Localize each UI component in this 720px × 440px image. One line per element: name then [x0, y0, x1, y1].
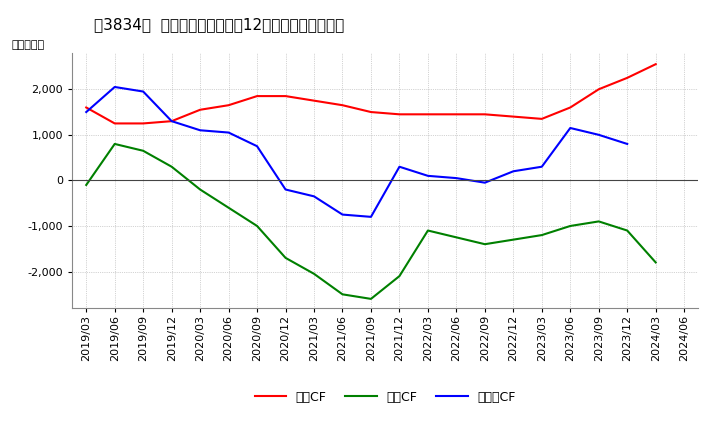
- 営業CF: [366, 110, 375, 115]
- 投資CF: [82, 182, 91, 187]
- 営業CF: [310, 98, 318, 103]
- 営業CF: [82, 105, 91, 110]
- 営業CF: [338, 103, 347, 108]
- 投資CF: [623, 228, 631, 233]
- 営業CF: [282, 93, 290, 99]
- 投資CF: [366, 296, 375, 301]
- Text: ［3834］  キャッシュフローの12か月移動合計の推移: ［3834］ キャッシュフローの12か月移動合計の推移: [94, 18, 344, 33]
- 営業CF: [595, 87, 603, 92]
- フリーCF: [537, 164, 546, 169]
- 投資CF: [196, 187, 204, 192]
- 営業CF: [110, 121, 119, 126]
- 営業CF: [139, 121, 148, 126]
- 投資CF: [253, 224, 261, 229]
- フリーCF: [595, 132, 603, 137]
- フリーCF: [338, 212, 347, 217]
- フリーCF: [310, 194, 318, 199]
- フリーCF: [110, 84, 119, 90]
- フリーCF: [623, 141, 631, 147]
- 営業CF: [566, 105, 575, 110]
- 投資CF: [537, 232, 546, 238]
- 営業CF: [253, 93, 261, 99]
- 投資CF: [167, 164, 176, 169]
- 投資CF: [509, 237, 518, 242]
- フリーCF: [423, 173, 432, 179]
- 投資CF: [395, 273, 404, 279]
- フリーCF: [253, 143, 261, 149]
- 投資CF: [480, 242, 489, 247]
- Text: （百万円）: （百万円）: [12, 40, 45, 50]
- フリーCF: [566, 125, 575, 131]
- 投資CF: [310, 271, 318, 276]
- 営業CF: [652, 62, 660, 67]
- 営業CF: [225, 103, 233, 108]
- フリーCF: [167, 118, 176, 124]
- 営業CF: [395, 112, 404, 117]
- 投資CF: [595, 219, 603, 224]
- フリーCF: [282, 187, 290, 192]
- 投資CF: [282, 255, 290, 260]
- 投資CF: [110, 141, 119, 147]
- 営業CF: [452, 112, 461, 117]
- Line: 営業CF: 営業CF: [86, 64, 656, 124]
- 営業CF: [509, 114, 518, 119]
- 投資CF: [652, 260, 660, 265]
- 営業CF: [196, 107, 204, 112]
- フリーCF: [225, 130, 233, 135]
- 営業CF: [537, 116, 546, 121]
- フリーCF: [509, 169, 518, 174]
- フリーCF: [139, 89, 148, 94]
- 投資CF: [338, 292, 347, 297]
- フリーCF: [480, 180, 489, 185]
- 営業CF: [480, 112, 489, 117]
- Line: フリーCF: フリーCF: [86, 87, 627, 217]
- 営業CF: [167, 118, 176, 124]
- 投資CF: [566, 224, 575, 229]
- フリーCF: [366, 214, 375, 220]
- Line: 投資CF: 投資CF: [86, 144, 656, 299]
- 投資CF: [139, 148, 148, 154]
- 投資CF: [225, 205, 233, 210]
- 営業CF: [623, 75, 631, 81]
- 営業CF: [423, 112, 432, 117]
- フリーCF: [452, 176, 461, 181]
- フリーCF: [82, 110, 91, 115]
- 投資CF: [452, 235, 461, 240]
- Legend: 営業CF, 投資CF, フリーCF: 営業CF, 投資CF, フリーCF: [250, 386, 521, 409]
- フリーCF: [395, 164, 404, 169]
- フリーCF: [196, 128, 204, 133]
- 投資CF: [423, 228, 432, 233]
